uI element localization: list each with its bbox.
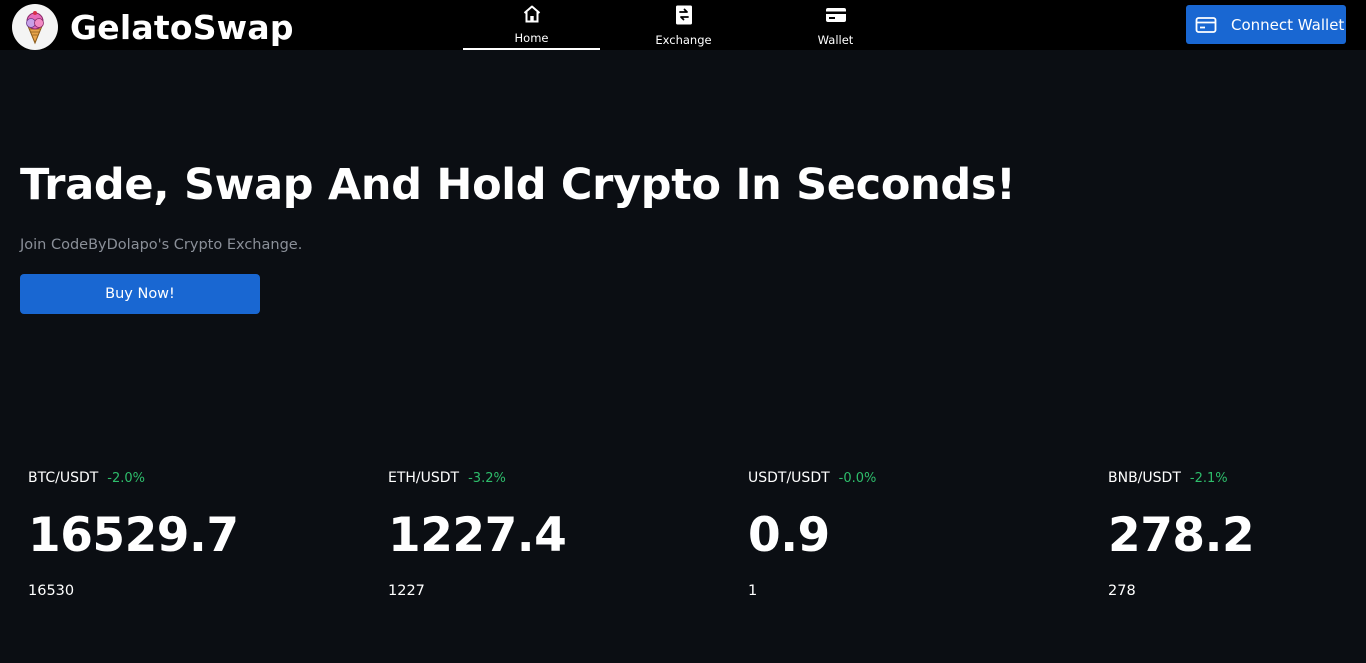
ticker-card: USDT/USDT -0.0% 0.9 1 — [740, 470, 1070, 599]
nav-label-exchange: Exchange — [655, 33, 712, 47]
top-navbar: GelatoSwap Home Exchange — [0, 0, 1366, 50]
ticker-pair: BNB/USDT — [1108, 470, 1181, 486]
brand-logo[interactable]: GelatoSwap — [12, 4, 294, 50]
ice-cream-icon — [12, 4, 58, 50]
ticker-price: 1227.4 — [388, 508, 567, 563]
ticker-pair: ETH/USDT — [388, 470, 460, 486]
ticker-rounded-price: 1 — [748, 583, 758, 599]
nav-item-home[interactable]: Home — [463, 0, 600, 50]
ticker-price: 278.2 — [1108, 508, 1255, 563]
ticker-price: 16529.7 — [28, 508, 239, 563]
connect-wallet-button[interactable]: Connect Wallet — [1186, 5, 1346, 44]
ticker-change: -2.1% — [1189, 471, 1228, 486]
wallet-icon — [825, 6, 847, 28]
ticker-card: BNB/USDT -2.1% 278.2 278 — [1100, 470, 1350, 599]
wallet-card-icon — [1195, 16, 1217, 34]
brand-name: GelatoSwap — [70, 7, 294, 47]
connect-wallet-label: Connect Wallet — [1231, 15, 1345, 34]
ticker-change: -2.0% — [107, 471, 146, 486]
ticker-rounded-price: 1227 — [388, 583, 425, 599]
ticker-card: BTC/USDT -2.0% 16529.7 16530 — [20, 470, 350, 599]
ticker-change: -0.0% — [838, 471, 877, 486]
ticker-card: ETH/USDT -3.2% 1227.4 1227 — [380, 470, 710, 599]
ticker-pair: USDT/USDT — [748, 470, 830, 486]
ticker-rounded-price: 278 — [1108, 583, 1136, 599]
nav-label-wallet: Wallet — [817, 33, 854, 47]
main-nav: Home Exchange Wallet — [463, 0, 904, 50]
buy-now-button[interactable]: Buy Now! — [20, 274, 260, 314]
ticker-rounded-price: 16530 — [28, 583, 75, 599]
hero-title: Trade, Swap And Hold Crypto In Seconds! — [20, 160, 1016, 210]
nav-label-home: Home — [514, 31, 549, 45]
ticker-pair: BTC/USDT — [28, 470, 99, 486]
ticker-price: 0.9 — [748, 508, 830, 563]
hero-subtitle: Join CodeByDolapo's Crypto Exchange. — [20, 237, 303, 253]
nav-item-wallet[interactable]: Wallet — [767, 0, 904, 50]
ticker-change: -3.2% — [468, 471, 506, 486]
exchange-icon — [674, 4, 694, 30]
nav-item-exchange[interactable]: Exchange — [615, 0, 752, 50]
home-icon — [522, 4, 542, 28]
